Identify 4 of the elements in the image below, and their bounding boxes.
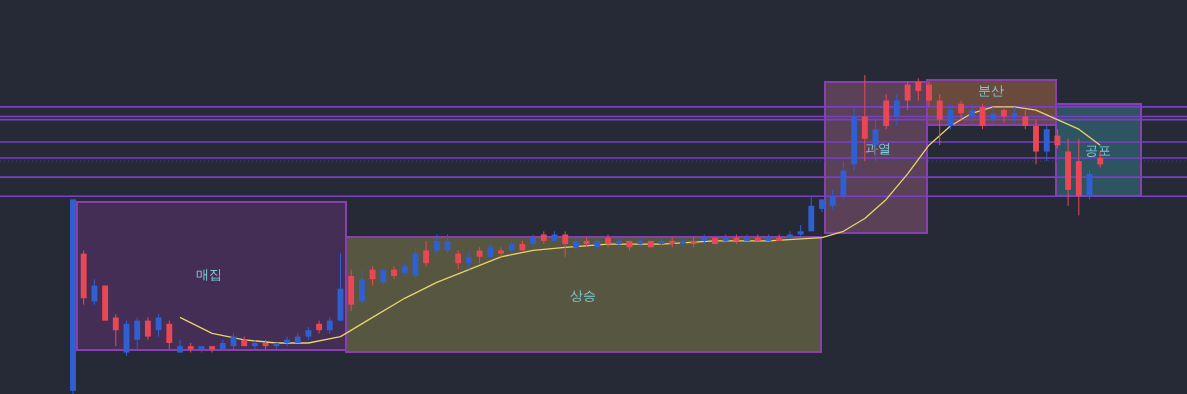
annotation: 공포 [1085,143,1111,158]
annotation: 상승 [570,288,596,303]
annotation: 매집 [196,267,222,282]
annotation: 분산 [978,83,1004,98]
